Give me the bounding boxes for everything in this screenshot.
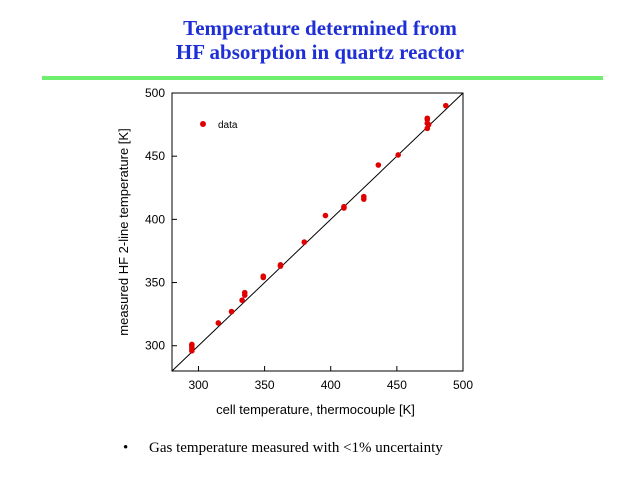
x-tick-label: 400	[321, 378, 341, 392]
scatter-chart: 300 350 400 450 500 300 350 400 450 500 cell tempe…	[116, 86, 473, 417]
data-point	[425, 121, 432, 128]
slide-title-line2: HF absorption in quartz reactor	[175, 40, 465, 64]
y-tick-label: 300	[145, 339, 165, 353]
reference-line	[171, 92, 464, 372]
data-point	[360, 193, 367, 200]
data-point	[375, 162, 382, 168]
data-point	[239, 297, 245, 304]
data-point	[341, 203, 347, 210]
x-tick-label: 500	[453, 378, 473, 392]
data-point	[301, 239, 308, 245]
bullet-marker: •	[123, 440, 129, 456]
data-point	[277, 262, 284, 268]
y-tick-label: 400	[145, 212, 165, 226]
bullet-text: Gas temperature measured with <1% uncert…	[149, 440, 443, 456]
title-underline	[42, 76, 603, 80]
slide-title-line1: Temperature determined from	[183, 16, 457, 40]
data-point	[260, 273, 267, 280]
plot-frame	[171, 92, 464, 372]
data-point	[189, 341, 195, 348]
bullet-item: • Gas temperature measured with <1% uncer…	[123, 440, 443, 457]
x-tick-label: 300	[188, 378, 208, 392]
y-tick-label: 500	[145, 86, 165, 100]
data-point	[215, 320, 222, 326]
slide-title: Temperature determined from HF absorptio…	[0, 16, 640, 64]
data-point	[395, 152, 401, 158]
data-point	[228, 308, 235, 315]
legend-label: data	[218, 120, 238, 131]
legend-marker	[200, 121, 206, 127]
data-point	[443, 102, 449, 109]
x-tick-label: 350	[255, 378, 275, 392]
data-point	[424, 115, 431, 122]
y-axis-label: measured HF 2-line temperature [K]	[116, 128, 131, 335]
y-tick-label: 450	[145, 149, 165, 163]
y-tick-label: 350	[145, 276, 165, 290]
x-tick-label: 450	[387, 378, 407, 392]
x-axis-label: cell temperature, thermocouple [K]	[216, 402, 415, 417]
data-point	[322, 212, 329, 219]
data-point	[241, 289, 248, 296]
